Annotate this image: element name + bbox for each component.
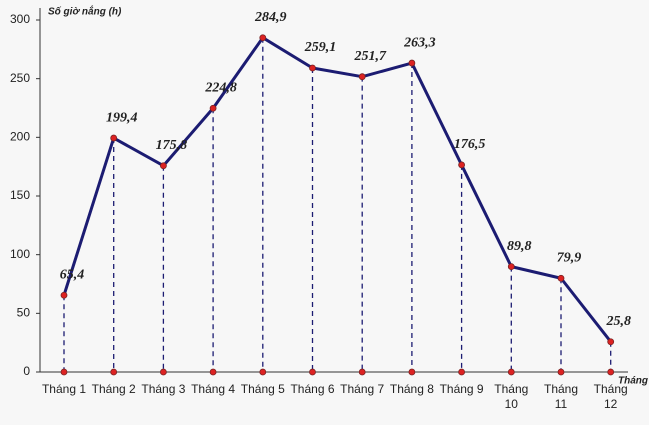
- y-axis-title: Số giờ nắng (h): [48, 5, 122, 18]
- point: [607, 338, 615, 346]
- x-tick-label: Tháng 10: [494, 382, 529, 411]
- line: [62, 36, 612, 343]
- base-dot: [607, 368, 615, 376]
- value-label: 89,8: [507, 239, 532, 254]
- base-dot: [60, 368, 68, 376]
- x-tick-label: Tháng 12: [593, 382, 628, 411]
- base-dot: [408, 368, 416, 376]
- y-tick-label: 100: [10, 247, 30, 261]
- point: [110, 134, 118, 142]
- x-tick-label: Tháng 9: [439, 382, 484, 396]
- point: [209, 104, 217, 112]
- value-label: 263,3: [403, 35, 436, 50]
- y-tick-label: 250: [10, 71, 30, 85]
- x-tick-label: Tháng 1: [41, 382, 87, 396]
- x-tick-label: Tháng 3: [141, 382, 186, 396]
- x-tick-label: Tháng 4: [191, 382, 236, 396]
- x-tick-label: Tháng 11: [543, 382, 579, 411]
- base-dot: [209, 368, 217, 376]
- point: [557, 274, 565, 282]
- y-tick-label: 50: [17, 306, 31, 320]
- y-tick-label: 300: [10, 12, 30, 26]
- x-tick-label: Tháng 5: [240, 382, 285, 396]
- base-dot: [110, 368, 118, 376]
- point: [458, 161, 466, 169]
- point: [159, 162, 167, 170]
- value-label: 284,9: [254, 10, 287, 25]
- value-label: 259,1: [304, 40, 337, 55]
- value-label: 251,7: [353, 49, 387, 64]
- value-label: 65,4: [60, 267, 85, 282]
- base-dot: [259, 368, 267, 376]
- point: [309, 64, 316, 72]
- x-axis-title: Tháng: [618, 376, 648, 387]
- point: [507, 263, 515, 271]
- base-dot: [557, 368, 565, 376]
- value-label: 176,5: [454, 137, 486, 152]
- point: [60, 291, 68, 299]
- base-dot: [309, 368, 316, 376]
- value-label: 175,8: [156, 138, 188, 153]
- x-tick-label: Tháng 2: [91, 382, 136, 396]
- value-label: 79,9: [557, 250, 582, 265]
- y-tick-label: 200: [10, 130, 30, 144]
- base-dot: [358, 368, 366, 376]
- point: [358, 73, 366, 81]
- point: [259, 34, 267, 42]
- base-dot: [458, 368, 466, 376]
- base-dot: [507, 368, 515, 376]
- x-tick-label: Tháng 8: [389, 382, 434, 396]
- x-tick-label: Tháng 6: [290, 382, 335, 396]
- value-label: 199,4: [106, 110, 138, 125]
- point: [408, 59, 416, 67]
- value-label: 224,8: [204, 80, 237, 95]
- y-tick-label: 0: [23, 364, 30, 378]
- base-dot: [159, 368, 167, 376]
- y-tick-label: 150: [10, 188, 30, 202]
- value-label: 25,8: [605, 314, 631, 329]
- x-tick-label: Tháng 7: [340, 382, 385, 396]
